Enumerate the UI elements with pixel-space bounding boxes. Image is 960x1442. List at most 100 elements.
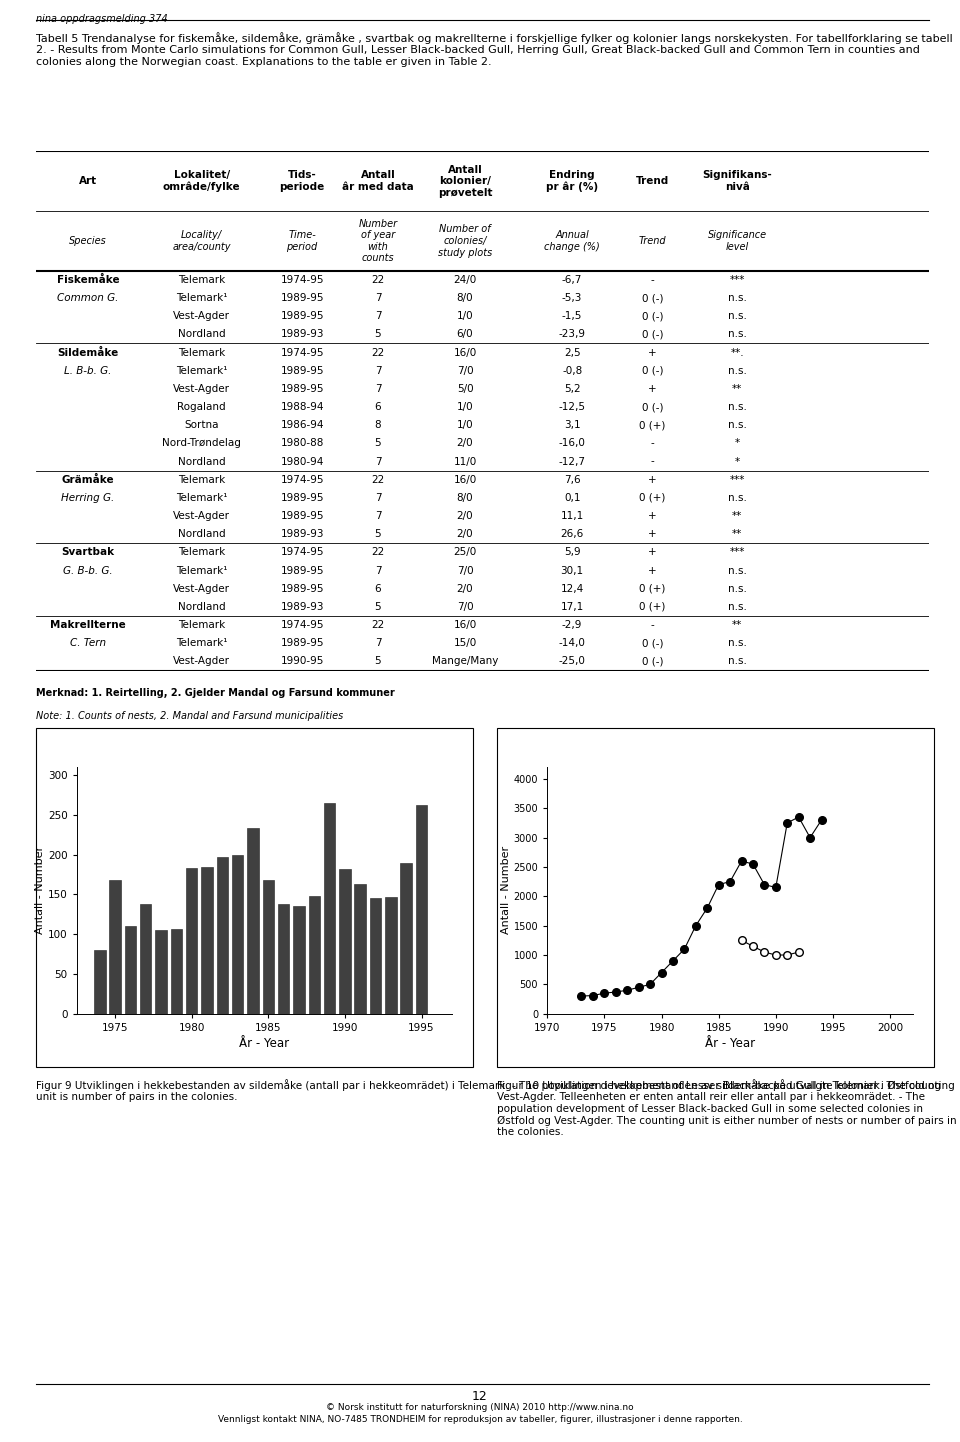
Text: 0 (-): 0 (-)	[642, 311, 663, 322]
Bar	[370, 898, 381, 1014]
Text: 5: 5	[374, 656, 381, 666]
Text: 2/0: 2/0	[457, 510, 473, 521]
Text: Grämåke: Grämåke	[61, 474, 114, 485]
Text: 5,9: 5,9	[564, 548, 581, 558]
Text: -: -	[651, 275, 655, 286]
Text: 1989-95: 1989-95	[280, 584, 324, 594]
Text: 7: 7	[374, 311, 381, 322]
Text: 0 (-): 0 (-)	[642, 366, 663, 376]
Text: 1989-95: 1989-95	[280, 366, 324, 376]
Text: 1989-95: 1989-95	[280, 639, 324, 649]
Bar	[248, 828, 259, 1014]
Text: 5: 5	[374, 438, 381, 448]
Bar	[293, 907, 304, 1014]
Text: 0 (-): 0 (-)	[642, 656, 663, 666]
Text: Figur 10 Utviklingen i hekkebestanden av sildemåke på utvalgte kolonier i Østfol: Figur 10 Utviklingen i hekkebestanden av…	[497, 1079, 957, 1138]
Text: 7/0: 7/0	[457, 565, 473, 575]
Text: n.s.: n.s.	[728, 420, 747, 430]
Text: 7: 7	[374, 366, 381, 376]
Text: Fiskemåke: Fiskemåke	[57, 275, 119, 286]
Text: 8/0: 8/0	[457, 493, 473, 503]
Text: Telemark: Telemark	[178, 275, 226, 286]
Text: 7: 7	[374, 510, 381, 521]
Text: © Norsk institutt for naturforskning (NINA) 2010 http://www.nina.no: © Norsk institutt for naturforskning (NI…	[326, 1403, 634, 1412]
Text: -: -	[651, 438, 655, 448]
Text: n.s.: n.s.	[728, 639, 747, 649]
Text: Telemark: Telemark	[178, 620, 226, 630]
Text: 2/0: 2/0	[457, 584, 473, 594]
Text: Mange/Many: Mange/Many	[432, 656, 498, 666]
Bar	[186, 868, 198, 1014]
Text: 15/0: 15/0	[453, 639, 477, 649]
Text: 0 (+): 0 (+)	[639, 420, 665, 430]
Text: 5: 5	[374, 529, 381, 539]
Text: Telemark¹: Telemark¹	[176, 366, 228, 376]
Text: 1989-95: 1989-95	[280, 493, 324, 503]
Text: Art: Art	[79, 176, 97, 186]
Text: 1989-93: 1989-93	[280, 601, 324, 611]
Text: **: **	[732, 529, 742, 539]
Bar	[354, 884, 366, 1014]
Text: Significance
level: Significance level	[708, 231, 767, 252]
Text: 0,1: 0,1	[564, 493, 581, 503]
Text: 7: 7	[374, 293, 381, 303]
Text: 11/0: 11/0	[453, 457, 477, 467]
Text: 16/0: 16/0	[453, 474, 477, 485]
Text: -6,7: -6,7	[562, 275, 583, 286]
Text: Signifikans-
nivâ: Signifikans- nivâ	[703, 170, 772, 192]
Text: 5: 5	[374, 601, 381, 611]
Bar	[94, 950, 106, 1014]
Text: Nord-Trøndelag: Nord-Trøndelag	[162, 438, 241, 448]
Text: 0 (-): 0 (-)	[642, 329, 663, 339]
Bar	[263, 880, 274, 1014]
Text: -2,9: -2,9	[562, 620, 583, 630]
Text: Merknad: 1. Reirtelling, 2. Gjelder Mandal og Farsund kommuner: Merknad: 1. Reirtelling, 2. Gjelder Mand…	[36, 688, 396, 698]
Text: Telemark: Telemark	[178, 548, 226, 558]
Text: Herring G.: Herring G.	[61, 493, 114, 503]
Text: n.s.: n.s.	[728, 402, 747, 412]
Text: 12,4: 12,4	[561, 584, 584, 594]
Text: n.s.: n.s.	[728, 584, 747, 594]
Bar	[232, 855, 244, 1014]
Text: 5: 5	[374, 329, 381, 339]
Text: -12,5: -12,5	[559, 402, 586, 412]
X-axis label: År - Year: År - Year	[705, 1037, 756, 1050]
Text: -16,0: -16,0	[559, 438, 586, 448]
Text: ***: ***	[730, 474, 745, 485]
Text: 1989-95: 1989-95	[280, 293, 324, 303]
Text: 1/0: 1/0	[457, 420, 473, 430]
Text: Figur 9 Utviklingen i hekkebestanden av sildemåke (antall par i hekkeomrädet) i : Figur 9 Utviklingen i hekkebestanden av …	[36, 1079, 955, 1102]
Text: G. B-b. G.: G. B-b. G.	[63, 565, 112, 575]
Text: nina oppdragsmelding 374: nina oppdragsmelding 374	[36, 13, 168, 23]
Text: Time-
period: Time- period	[286, 231, 318, 252]
Text: *: *	[734, 457, 740, 467]
Text: Sortna: Sortna	[184, 420, 219, 430]
Text: n.s.: n.s.	[728, 329, 747, 339]
Text: 2/0: 2/0	[457, 438, 473, 448]
Text: 1989-95: 1989-95	[280, 565, 324, 575]
Text: Makrellterne: Makrellterne	[50, 620, 126, 630]
Text: n.s.: n.s.	[728, 565, 747, 575]
Bar	[339, 870, 350, 1014]
Text: Vest-Agder: Vest-Agder	[173, 384, 230, 394]
Bar	[277, 904, 289, 1014]
Bar	[416, 805, 427, 1014]
Text: 1/0: 1/0	[457, 311, 473, 322]
Text: Endring
pr âr (%): Endring pr âr (%)	[546, 170, 598, 192]
Text: 7/0: 7/0	[457, 366, 473, 376]
Text: 1974-95: 1974-95	[280, 348, 324, 358]
X-axis label: År - Year: År - Year	[239, 1037, 290, 1050]
Text: +: +	[648, 548, 657, 558]
Text: 1980-88: 1980-88	[280, 438, 324, 448]
Bar	[385, 897, 396, 1014]
Text: n.s.: n.s.	[728, 311, 747, 322]
Text: 6/0: 6/0	[457, 329, 473, 339]
Text: L. B-b. G.: L. B-b. G.	[64, 366, 111, 376]
Text: 1989-93: 1989-93	[280, 329, 324, 339]
Text: Lokalitet/
omrâde/fylke: Lokalitet/ omrâde/fylke	[163, 170, 240, 192]
Text: -: -	[651, 457, 655, 467]
Bar	[140, 904, 152, 1014]
Text: +: +	[648, 384, 657, 394]
Bar	[125, 926, 136, 1014]
Text: 3,1: 3,1	[564, 420, 581, 430]
